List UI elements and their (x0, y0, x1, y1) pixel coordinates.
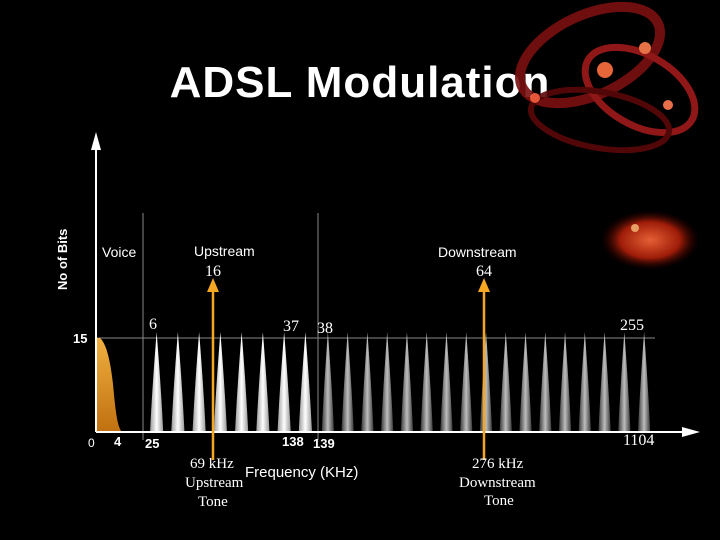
downstream-carrier (420, 332, 433, 432)
upstream-carrier (150, 332, 164, 432)
downstream-carrier (519, 332, 532, 432)
downstream-label: Downstream (438, 244, 517, 260)
downstream-carrier (578, 332, 591, 432)
x-tick-0: 0 (88, 436, 95, 450)
x-axis-arrow (682, 427, 700, 437)
upstream-carrier (235, 332, 249, 432)
downstream-carrier (460, 332, 473, 432)
upstream-carrier (298, 332, 312, 432)
x-tick-4: 4 (114, 434, 122, 449)
downstream-carriers (321, 332, 651, 432)
downstream-carrier (321, 332, 335, 432)
downstream-carrier (637, 332, 651, 432)
downstream-carrier (598, 332, 611, 432)
y-axis-arrow (91, 132, 101, 150)
upstream-carrier (277, 332, 291, 432)
tone-255: 255 (620, 317, 644, 334)
level-15-label: 15 (73, 331, 88, 346)
tone-6: 6 (149, 316, 157, 333)
downstream-carrier (539, 332, 552, 432)
tone-64: 64 (476, 263, 492, 280)
tone-37: 37 (283, 318, 299, 335)
downstream-carrier (499, 332, 512, 432)
downstream-tone-caption-2: Downstream (459, 475, 536, 491)
upstream-tone-caption-1: 69 kHz (190, 456, 234, 472)
downstream-carrier (479, 332, 493, 432)
upstream-carrier (171, 332, 185, 432)
downstream-carrier (400, 332, 414, 432)
downstream-carrier (361, 332, 374, 432)
downstream-carrier (558, 332, 572, 432)
voice-band-shape (96, 338, 122, 432)
downstream-carrier (618, 332, 631, 432)
upstream-carrier (256, 332, 270, 432)
voice-label: Voice (102, 244, 137, 260)
upstream-carrier (192, 332, 206, 432)
upstream-tone-arrow (207, 278, 219, 292)
decorative-swirl (514, 1, 700, 270)
x-axis-label: Frequency (KHz) (245, 464, 359, 481)
downstream-tone-arrow (478, 278, 490, 292)
downstream-tone-caption-3: Tone (484, 493, 514, 509)
x-tick-139: 139 (313, 436, 335, 451)
downstream-carrier (440, 332, 453, 432)
upstream-tone-caption-3: Tone (198, 494, 228, 510)
slide-title: ADSL Modulation (169, 58, 551, 107)
upstream-tone-caption-2: Upstream (185, 475, 244, 491)
tone-38: 38 (317, 320, 333, 337)
downstream-carrier (341, 332, 354, 432)
x-tick-25: 25 (145, 436, 160, 451)
tone-16: 16 (205, 263, 221, 280)
upstream-label: Upstream (194, 243, 255, 259)
upstream-carrier (213, 332, 227, 432)
downstream-carrier (381, 332, 394, 432)
downstream-tone-caption-1: 276 kHz (472, 456, 524, 472)
x-tick-1104: 1104 (623, 432, 655, 449)
x-tick-138: 138 (282, 434, 304, 449)
upstream-carriers (150, 332, 312, 432)
